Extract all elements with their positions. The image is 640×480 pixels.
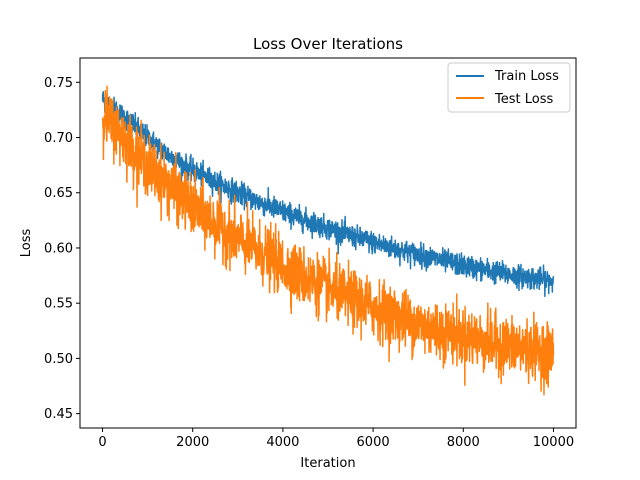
x-axis: 0 2000 4000 6000 8000 10000: [98, 428, 574, 450]
y-axis: 0.45 0.50 0.55 0.60 0.65 0.70 0.75: [44, 76, 80, 422]
y-tick-label: 0.50: [44, 352, 73, 367]
chart-title: Loss Over Iterations: [253, 35, 403, 53]
legend-label-train: Train Loss: [494, 69, 559, 84]
legend-label-test: Test Loss: [494, 92, 553, 107]
x-tick-label: 8000: [447, 435, 480, 450]
x-axis-label: Iteration: [300, 456, 355, 471]
y-tick-label: 0.55: [44, 297, 73, 312]
y-axis-label: Loss: [19, 229, 34, 258]
test-loss-line: [101, 85, 555, 396]
y-tick-label: 0.45: [44, 407, 73, 422]
x-tick-label: 2000: [176, 435, 209, 450]
train-loss-line: [101, 90, 555, 298]
y-tick-label: 0.60: [44, 241, 73, 256]
x-tick-label: 4000: [266, 435, 299, 450]
legend: Train Loss Test Loss: [447, 62, 571, 113]
x-tick-label: 6000: [357, 435, 390, 450]
y-tick-label: 0.65: [44, 186, 73, 201]
y-tick-label: 0.70: [44, 131, 73, 146]
x-tick-label: 10000: [533, 435, 574, 450]
plot-frame: [79, 57, 577, 429]
y-tick-label: 0.75: [44, 76, 73, 91]
series-layer: [101, 85, 555, 396]
x-tick-label: 0: [98, 435, 106, 450]
